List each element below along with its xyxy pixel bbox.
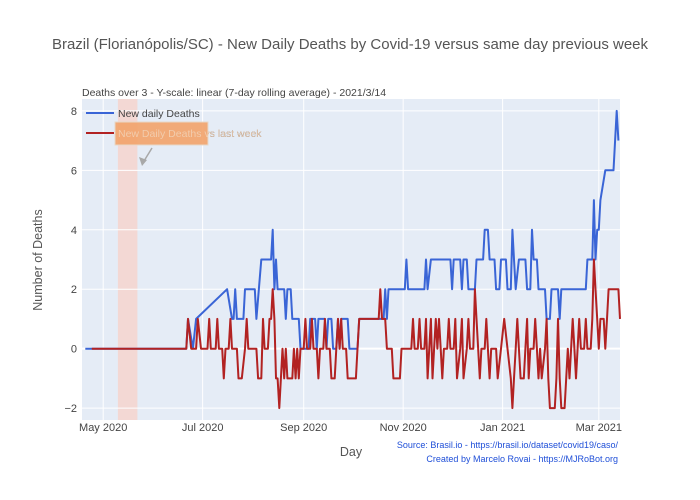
y-tick-label: 6 (71, 165, 77, 177)
y-tick-label: 8 (71, 106, 77, 118)
x-tick-label: Nov 2020 (380, 422, 427, 434)
y-tick-label: 0 (71, 344, 77, 356)
x-tick-label: Mar 2021 (576, 422, 622, 434)
chart-subtitle: Deaths over 3 - Y-scale: linear (7-day r… (82, 87, 387, 99)
y-tick-label: 4 (71, 225, 77, 237)
annotation-arrowhead (139, 157, 147, 166)
annotation-arrow (143, 147, 153, 162)
source-credit[interactable]: Source: Brasil.io - https://brasil.io/da… (396, 440, 618, 450)
annotation-box (114, 121, 209, 146)
y-tick-label: −2 (64, 403, 77, 415)
x-tick-label: May 2020 (79, 422, 127, 434)
y-tick-label: 2 (71, 284, 77, 296)
x-tick-label: Sep 2020 (280, 422, 327, 434)
series-line-vs-last-week (91, 258, 621, 410)
x-tick-label: Jul 2020 (182, 422, 224, 434)
x-axis-label: Day (340, 445, 363, 459)
y-axis-label: Number of Deaths (31, 209, 45, 310)
annotation-text: New Daily Deaths vs last week (118, 128, 262, 140)
highlight-band (117, 99, 138, 420)
author-credit[interactable]: Created by Marcelo Rovai - https://MJRoB… (426, 454, 618, 464)
legend-label-new-daily-deaths: New daily Deaths (118, 108, 200, 120)
chart-title: Brazil (Florianópolis/SC) - New Daily De… (51, 36, 649, 53)
x-tick-label: Jan 2021 (480, 422, 525, 434)
annotation: New Daily Deaths vs last week (114, 121, 262, 166)
